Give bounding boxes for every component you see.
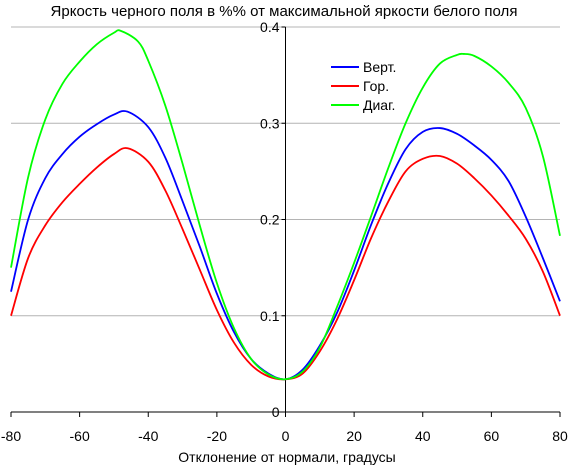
- legend-entry-diagonal: Диаг.: [331, 97, 395, 113]
- x-tick-label: -60: [70, 428, 90, 444]
- x-tick-label: 20: [346, 428, 362, 444]
- legend-label: Гор.: [363, 78, 389, 94]
- legend-entry-vertical: Верт.: [331, 59, 396, 75]
- y-tick-label: 0.2: [260, 212, 280, 228]
- y-tick-labels: 0 0.1 0.2 0.3 0.4: [260, 19, 286, 420]
- series-line-diagonal: [10, 29, 561, 381]
- x-tick-label: 80: [552, 428, 568, 444]
- legend: Верт. Гор. Диаг.: [331, 59, 396, 113]
- series-lines: [10, 29, 561, 381]
- x-tick-label: 60: [484, 428, 500, 444]
- x-tick-label: 40: [415, 428, 431, 444]
- x-tick-label: -40: [138, 428, 158, 444]
- y-tick-label: 0.4: [260, 19, 280, 35]
- x-tick-labels: -80 -60 -40 -20 0 20 40 60 80: [1, 412, 568, 444]
- chart-title: Яркость черного поля в %% от максимально…: [51, 3, 518, 20]
- x-tick-label: 0: [282, 428, 290, 444]
- x-tick-label: -20: [207, 428, 227, 444]
- y-tick-label: 0.1: [260, 308, 280, 324]
- legend-label: Верт.: [363, 59, 396, 75]
- x-axis-label: Отклонение от нормали, градусы: [178, 449, 395, 465]
- legend-entry-horizontal: Гор.: [331, 78, 389, 94]
- y-tick-label: 0: [272, 404, 280, 420]
- legend-label: Диаг.: [363, 97, 395, 113]
- y-tick-label: 0.3: [260, 115, 280, 131]
- x-tick-label: -80: [1, 428, 21, 444]
